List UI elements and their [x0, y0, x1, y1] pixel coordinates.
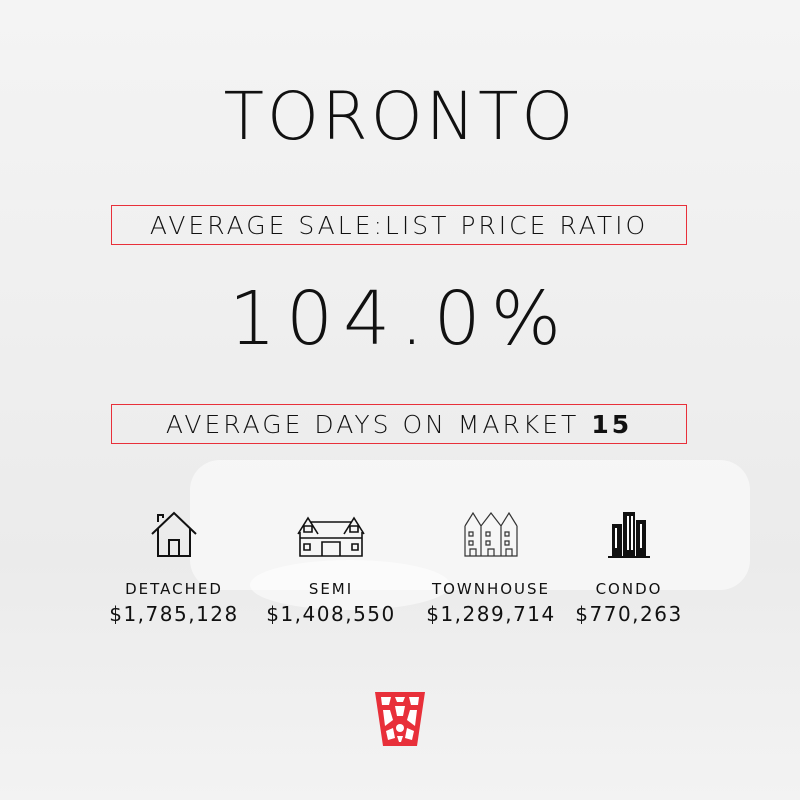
days-on-market-box: AVERAGE DAYS ON MARKET 15	[111, 404, 687, 444]
semi-detached-icon	[297, 516, 365, 557]
days-on-market-value: 15	[591, 409, 633, 439]
type-label: DETACHED	[125, 580, 223, 598]
property-type-condo: CONDO $770,263	[549, 510, 709, 626]
type-price: $1,289,714	[426, 602, 556, 626]
ratio-label-box: AVERAGE SALE:LIST PRICE RATIO	[111, 205, 687, 245]
brand-logo	[375, 692, 425, 746]
property-type-townhouse: TOWNHOUSE $1,289,714	[411, 510, 571, 626]
ratio-value: 104.0%	[228, 276, 572, 362]
condo-building-icon	[608, 512, 650, 558]
detached-house-icon	[151, 511, 197, 557]
property-type-semi: SEMI $1,408,550	[251, 510, 411, 626]
page-title: TORONTO	[223, 78, 577, 155]
type-label: TOWNHOUSE	[431, 580, 551, 598]
townhouse-icon	[464, 511, 518, 557]
type-price: $1,785,128	[109, 602, 239, 626]
background-table	[250, 560, 450, 610]
type-label: CONDO	[595, 580, 663, 598]
property-type-detached: DETACHED $1,785,128	[94, 510, 254, 626]
type-label: SEMI	[308, 580, 354, 598]
type-price: $1,408,550	[266, 602, 396, 626]
ratio-label: AVERAGE SALE:LIST PRICE RATIO	[149, 210, 649, 240]
type-price: $770,263	[575, 602, 683, 626]
days-on-market-label: AVERAGE DAYS ON MARKET	[165, 409, 580, 439]
